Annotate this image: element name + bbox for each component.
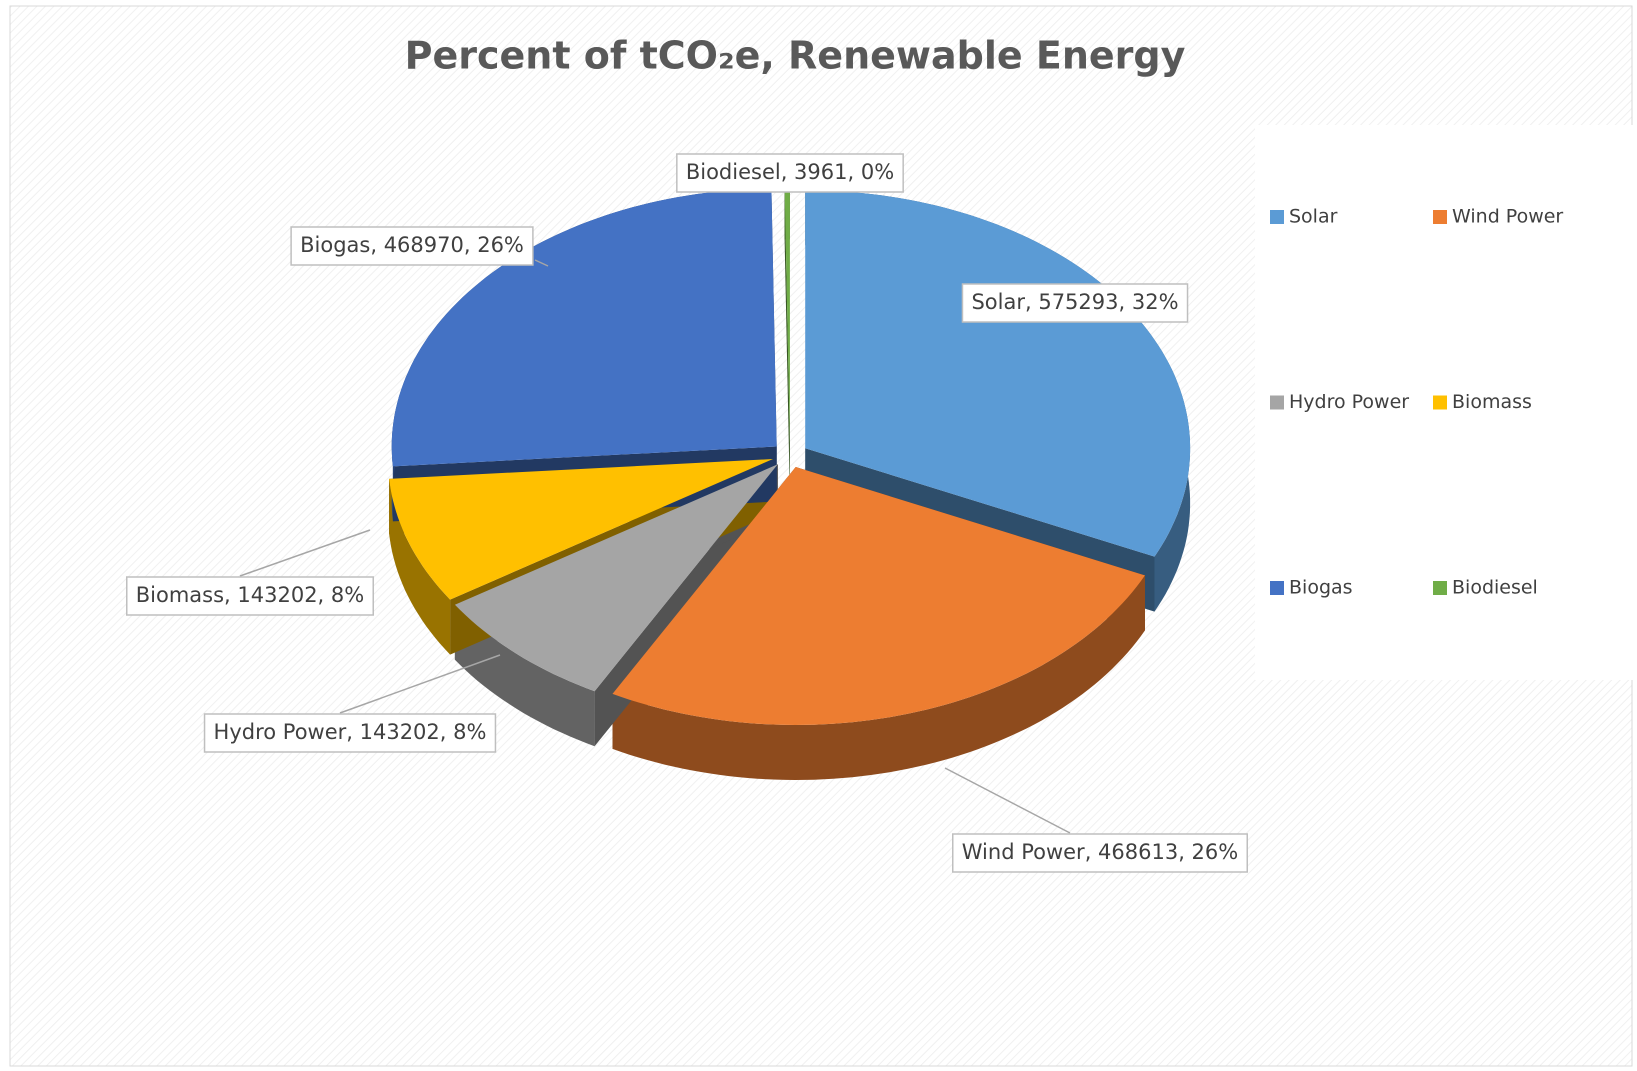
legend-swatch xyxy=(1270,395,1284,410)
slice-wall xyxy=(784,184,790,498)
slice xyxy=(391,188,777,467)
leader-line xyxy=(239,529,371,577)
slice-side xyxy=(454,604,595,747)
data-label: Biomass, 143202, 8% xyxy=(136,583,364,607)
slice-tops xyxy=(389,184,1191,725)
legend-label: Biogas xyxy=(1289,577,1353,599)
data-label: Biodiesel, 3961, 0% xyxy=(686,160,894,184)
legend-swatch xyxy=(1270,581,1284,595)
legend-label: Hydro Power xyxy=(1289,391,1409,413)
slice xyxy=(389,459,773,600)
data-label: Biogas, 468970, 26% xyxy=(300,233,524,257)
legend-swatch xyxy=(1433,210,1447,224)
legend-label: Wind Power xyxy=(1452,206,1563,228)
data-label: Wind Power, 468613, 26% xyxy=(962,840,1239,864)
leader-line xyxy=(534,259,549,267)
chart-title: Percent of tCO₂e, Renewable Energy xyxy=(405,34,1186,78)
legend-swatch xyxy=(1433,395,1447,410)
legend-swatch xyxy=(1433,581,1447,595)
legend-swatch xyxy=(1270,210,1284,224)
data-label: Hydro Power, 143202, 8% xyxy=(214,720,487,744)
leader-line xyxy=(944,767,1071,834)
data-label-box xyxy=(961,283,1189,323)
slice xyxy=(784,184,790,443)
slice xyxy=(454,464,778,692)
leader-line xyxy=(339,654,501,714)
data-label-box xyxy=(952,833,1248,873)
data-label-box xyxy=(203,713,497,753)
legend-label: Solar xyxy=(1289,206,1338,228)
data-label-box xyxy=(676,153,904,193)
slice-side xyxy=(612,575,1145,780)
slice-side xyxy=(389,478,451,655)
slice xyxy=(805,190,1191,557)
legend-label: Biomass xyxy=(1452,391,1532,413)
data-label-box xyxy=(126,576,374,616)
legend-label: Biodiesel xyxy=(1452,577,1538,599)
data-label-box xyxy=(290,226,534,266)
slice xyxy=(612,467,1145,725)
data-label: Solar, 575293, 32% xyxy=(971,290,1178,314)
